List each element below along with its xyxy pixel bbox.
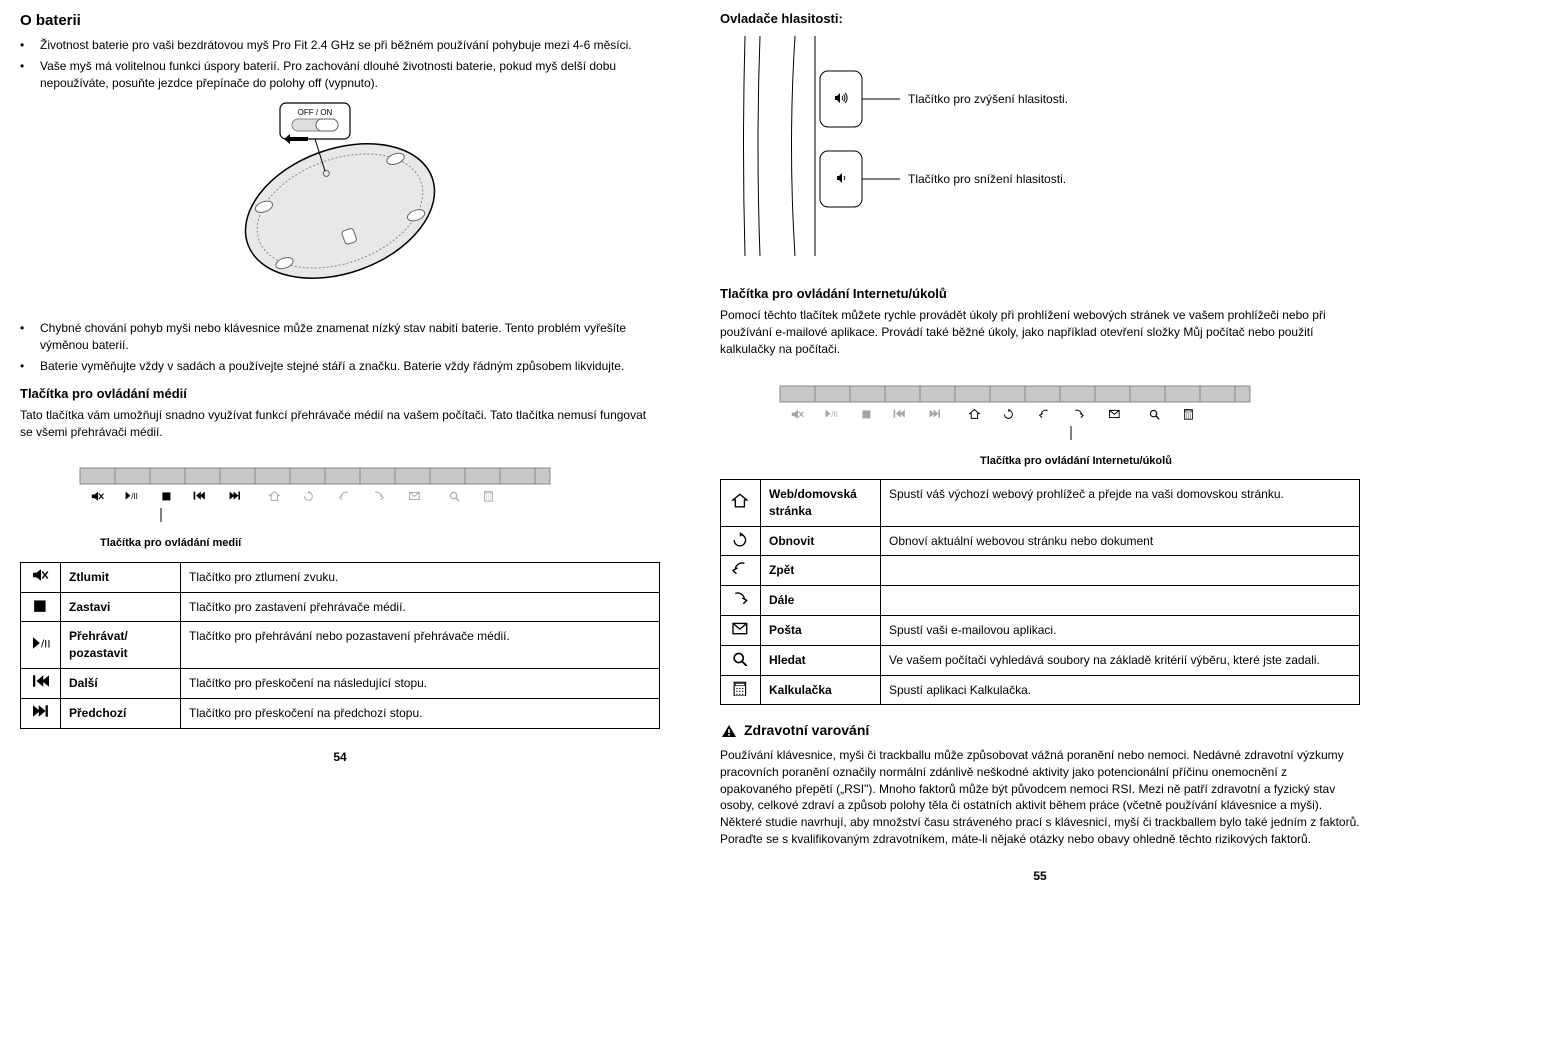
media-description: Tlačítko pro přehrávání nebo pozastavení… bbox=[181, 622, 660, 669]
page-number: 54 bbox=[20, 749, 660, 766]
mail-icon bbox=[721, 615, 761, 645]
internet-description: Ve vašem počítači vyhledává soubory na z… bbox=[881, 645, 1360, 675]
next-icon bbox=[21, 668, 61, 698]
prev-icon bbox=[21, 698, 61, 728]
media-description: Tlačítko pro zastavení přehrávače médií. bbox=[181, 592, 660, 622]
page-54: O baterii Životnost baterie pro vaši bez… bbox=[20, 10, 660, 885]
internet-label: Dále bbox=[761, 586, 881, 616]
media-keyboard-strip: Tlačítka pro ovládání medií bbox=[20, 458, 660, 551]
calc-icon bbox=[721, 675, 761, 705]
bullet-text: Baterie vyměňujte vždy v sadách a použív… bbox=[40, 358, 624, 375]
battery-bullets-1: Životnost baterie pro vaši bezdrátovou m… bbox=[20, 37, 660, 91]
heading-media: Tlačítka pro ovládání médií bbox=[20, 385, 660, 403]
warning-title: Zdravotní varování bbox=[744, 721, 869, 741]
table-row: KalkulačkaSpustí aplikaci Kalkulačka. bbox=[721, 675, 1360, 705]
bullet-text: Chybné chování pohyb myši nebo klávesnic… bbox=[40, 320, 660, 354]
mute-icon bbox=[21, 562, 61, 592]
battery-bullets-2: Chybné chování pohyb myši nebo klávesnic… bbox=[20, 320, 660, 374]
page-55: Ovladače hlasitosti: Tlačítko pro zvýšen… bbox=[720, 10, 1360, 885]
table-row: ZtlumitTlačítko pro ztlumení zvuku. bbox=[21, 562, 660, 592]
volume-down-label: Tlačítko pro snížení hlasitosti. bbox=[908, 172, 1066, 186]
warning-icon bbox=[720, 724, 738, 738]
media-table: ZtlumitTlačítko pro ztlumení zvuku.Zasta… bbox=[20, 562, 660, 729]
internet-label: Zpět bbox=[761, 556, 881, 586]
bullet-text: Vaše myš má volitelnou funkci úspory bat… bbox=[40, 58, 660, 92]
warning-body: Používání klávesnice, myši či trackballu… bbox=[720, 747, 1360, 848]
internet-description: Spustí aplikaci Kalkulačka. bbox=[881, 675, 1360, 705]
mouse-underside-diagram: OFF / ON bbox=[20, 101, 660, 306]
media-label: Zastavi bbox=[61, 592, 181, 622]
heading-health-warning: Zdravotní varování bbox=[720, 721, 1360, 741]
forward-icon bbox=[721, 586, 761, 616]
internet-description: Spustí váš výchozí webový prohlížeč a př… bbox=[881, 479, 1360, 526]
table-row: Přehrávat/ pozastavitTlačítko pro přehrá… bbox=[21, 622, 660, 669]
stop-icon bbox=[21, 592, 61, 622]
media-label: Další bbox=[61, 668, 181, 698]
volume-diagram: Tlačítko pro zvýšení hlasitosti. Tlačítk… bbox=[740, 36, 1360, 261]
internet-description bbox=[881, 556, 1360, 586]
media-description: Tlačítko pro přeskočení na předchozí sto… bbox=[181, 698, 660, 728]
refresh-icon bbox=[721, 526, 761, 556]
heading-volume: Ovladače hlasitosti: bbox=[720, 10, 1360, 28]
table-row: Web/domovská stránkaSpustí váš výchozí w… bbox=[721, 479, 1360, 526]
table-row: Dále bbox=[721, 586, 1360, 616]
page-number: 55 bbox=[720, 868, 1360, 885]
search-icon bbox=[721, 645, 761, 675]
heading-internet: Tlačítka pro ovládání Internetu/úkolů bbox=[720, 285, 1360, 303]
media-description: Tlačítko pro ztlumení zvuku. bbox=[181, 562, 660, 592]
media-intro: Tato tlačítka vám umožňují snadno využív… bbox=[20, 407, 660, 441]
table-row: PoštaSpustí vaši e-mailovou aplikaci. bbox=[721, 615, 1360, 645]
table-row: ObnovitObnoví aktuální webovou stránku n… bbox=[721, 526, 1360, 556]
internet-description bbox=[881, 586, 1360, 616]
table-row: HledatVe vašem počítači vyhledává soubor… bbox=[721, 645, 1360, 675]
media-strip-caption: Tlačítka pro ovládání medií bbox=[100, 536, 660, 551]
volume-up-label: Tlačítko pro zvýšení hlasitosti. bbox=[908, 92, 1068, 106]
internet-label: Kalkulačka bbox=[761, 675, 881, 705]
table-row: DalšíTlačítko pro přeskočení na následuj… bbox=[21, 668, 660, 698]
internet-description: Spustí vaši e-mailovou aplikaci. bbox=[881, 615, 1360, 645]
table-row: PředchozíTlačítko pro přeskočení na před… bbox=[21, 698, 660, 728]
home-icon bbox=[721, 479, 761, 526]
media-label: Ztlumit bbox=[61, 562, 181, 592]
back-icon bbox=[721, 556, 761, 586]
internet-label: Obnovit bbox=[761, 526, 881, 556]
internet-keyboard-strip: Tlačítka pro ovládání Internetu/úkolů bbox=[720, 376, 1360, 469]
play-icon bbox=[21, 622, 61, 669]
internet-label: Web/domovská stránka bbox=[761, 479, 881, 526]
internet-table: Web/domovská stránkaSpustí váš výchozí w… bbox=[720, 479, 1360, 705]
internet-strip-caption: Tlačítka pro ovládání Internetu/úkolů bbox=[980, 454, 1360, 469]
bullet-text: Životnost baterie pro vaši bezdrátovou m… bbox=[40, 37, 632, 54]
internet-intro: Pomocí těchto tlačítek můžete rychle pro… bbox=[720, 307, 1360, 357]
media-label: Přehrávat/ pozastavit bbox=[61, 622, 181, 669]
internet-label: Hledat bbox=[761, 645, 881, 675]
table-row: ZastaviTlačítko pro zastavení přehrávače… bbox=[21, 592, 660, 622]
switch-label: OFF / ON bbox=[298, 108, 333, 117]
internet-label: Pošta bbox=[761, 615, 881, 645]
media-label: Předchozí bbox=[61, 698, 181, 728]
table-row: Zpět bbox=[721, 556, 1360, 586]
internet-description: Obnoví aktuální webovou stránku nebo dok… bbox=[881, 526, 1360, 556]
media-description: Tlačítko pro přeskočení na následující s… bbox=[181, 668, 660, 698]
heading-battery: O baterii bbox=[20, 10, 660, 31]
